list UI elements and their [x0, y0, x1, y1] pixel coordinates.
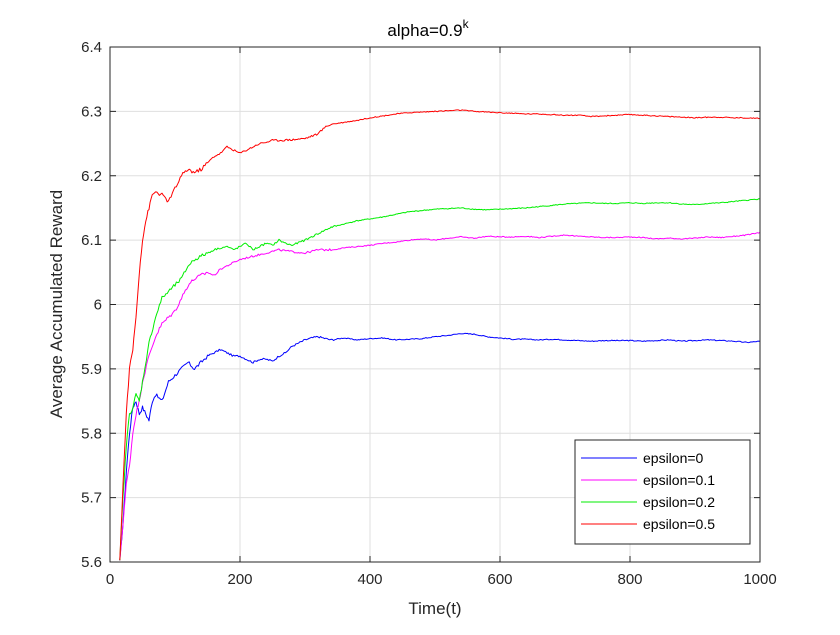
series-lines: [119, 109, 760, 561]
series-line-epsilon-0: [119, 332, 760, 561]
x-tick-label: 200: [227, 571, 252, 588]
x-tick-label: 0: [106, 571, 114, 588]
y-tick-label: 5.7: [81, 490, 102, 507]
y-axis-label: Average Accumulated Reward: [47, 190, 66, 418]
legend-label: epsilon=0.1: [643, 472, 715, 488]
x-tick-label: 800: [617, 571, 642, 588]
legend: epsilon=0 epsilon=0.1 epsilon=0.2 epsilon=0…: [574, 439, 751, 545]
ticks: 0 200 400 600 800 1000 5.6 5.7 5.8 5.9 6 6.1 6.2 6.3 6…: [81, 39, 777, 588]
y-tick-label: 6: [94, 297, 102, 314]
y-tick-label: 6.4: [81, 39, 102, 56]
y-tick-label: 5.8: [81, 425, 102, 442]
y-tick-label: 6.3: [81, 103, 102, 120]
y-tick-label: 5.6: [81, 554, 102, 571]
x-axis-label: Time(t): [408, 599, 461, 618]
series-line-epsilon-0-2: [119, 198, 760, 561]
chart-title: alpha=0.9k: [387, 17, 469, 40]
series-line-epsilon-0-5: [119, 109, 760, 561]
series-line-epsilon-0-1: [119, 231, 760, 561]
y-tick-label: 5.9: [81, 361, 102, 378]
y-tick-label: 6.2: [81, 168, 102, 185]
legend-label: epsilon=0.5: [643, 516, 715, 532]
x-tick-label: 400: [357, 571, 382, 588]
x-tick-label: 600: [487, 571, 512, 588]
chart-title-text: alpha=0.9: [387, 21, 462, 40]
legend-label: epsilon=0: [643, 450, 704, 466]
chart-title-superscript: k: [463, 17, 470, 31]
y-tick-label: 6.1: [81, 232, 102, 249]
x-tick-label: 1000: [743, 571, 776, 588]
legend-box: [574, 439, 751, 545]
legend-label: epsilon=0.2: [643, 494, 715, 510]
